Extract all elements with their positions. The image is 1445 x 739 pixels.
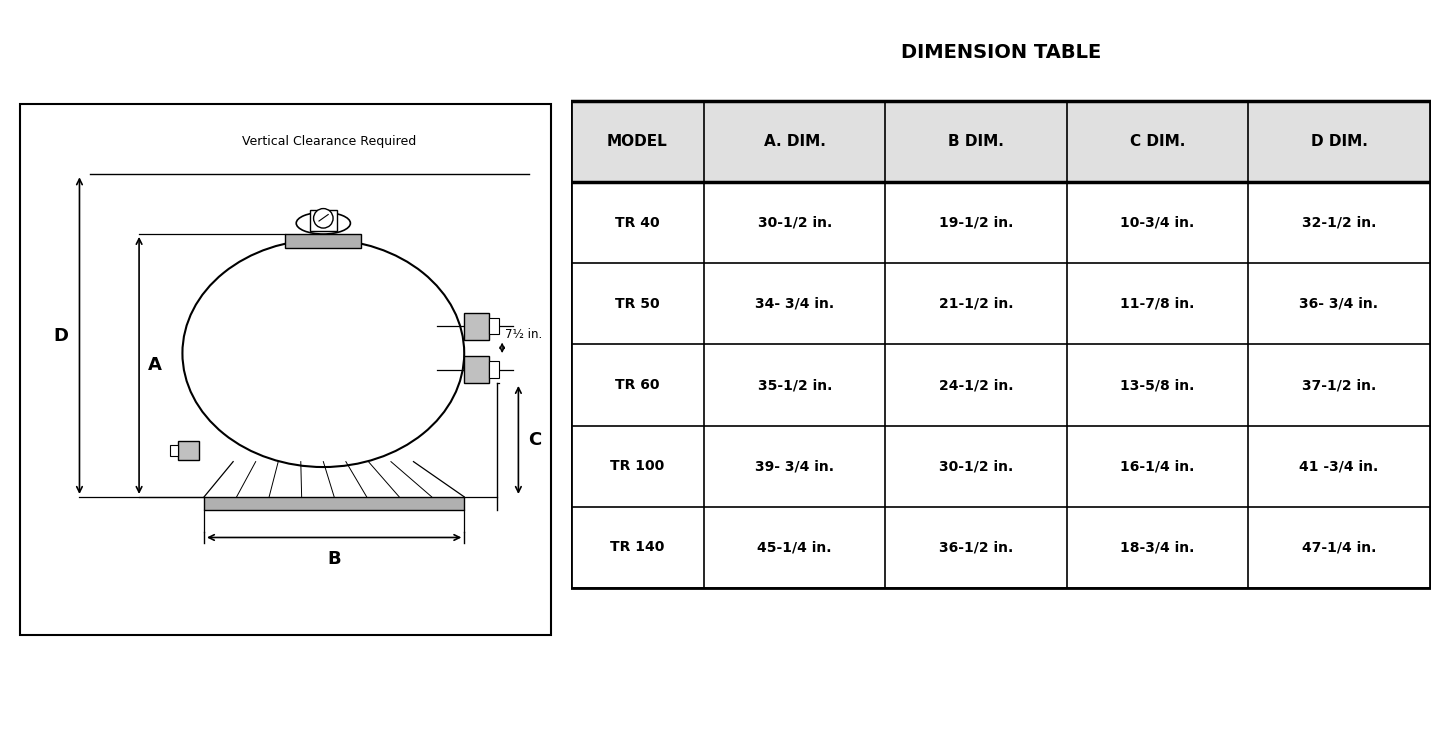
- Text: TR 100: TR 100: [610, 459, 665, 473]
- Text: C: C: [527, 431, 542, 449]
- Text: 32-1/2 in.: 32-1/2 in.: [1302, 216, 1376, 230]
- Text: 16-1/4 in.: 16-1/4 in.: [1120, 459, 1195, 473]
- Text: 18-3/4 in.: 18-3/4 in.: [1120, 540, 1195, 554]
- Bar: [571, 101, 1429, 588]
- Bar: [571, 101, 1429, 183]
- Text: A. DIM.: A. DIM.: [764, 134, 825, 149]
- Ellipse shape: [296, 212, 351, 234]
- Text: 36-1/2 in.: 36-1/2 in.: [939, 540, 1013, 554]
- Text: MODEL: MODEL: [607, 134, 668, 149]
- Bar: [309, 210, 337, 231]
- Text: 39- 3/4 in.: 39- 3/4 in.: [756, 459, 834, 473]
- Text: 30-1/2 in.: 30-1/2 in.: [757, 216, 832, 230]
- Text: 19-1/2 in.: 19-1/2 in.: [939, 216, 1013, 230]
- Ellipse shape: [182, 239, 464, 467]
- Text: 10-3/4 in.: 10-3/4 in.: [1120, 216, 1195, 230]
- Text: D: D: [53, 327, 68, 344]
- Text: 30-1/2 in.: 30-1/2 in.: [939, 459, 1013, 473]
- Text: C DIM.: C DIM.: [1130, 134, 1185, 149]
- Bar: [488, 318, 500, 334]
- Text: Vertical Clearance Required: Vertical Clearance Required: [241, 135, 416, 149]
- Text: TR 40: TR 40: [616, 216, 660, 230]
- Text: 24-1/2 in.: 24-1/2 in.: [939, 378, 1013, 392]
- Bar: [464, 313, 488, 340]
- Bar: [169, 446, 178, 456]
- Text: TR 50: TR 50: [616, 297, 660, 311]
- Text: DIMENSION TABLE: DIMENSION TABLE: [900, 43, 1101, 62]
- Text: TR 60: TR 60: [616, 378, 660, 392]
- Text: A: A: [149, 356, 162, 375]
- Text: 41 -3/4 in.: 41 -3/4 in.: [1299, 459, 1379, 473]
- Text: B DIM.: B DIM.: [948, 134, 1004, 149]
- Text: 35-1/2 in.: 35-1/2 in.: [757, 378, 832, 392]
- Text: 11-7/8 in.: 11-7/8 in.: [1120, 297, 1195, 311]
- Text: 36- 3/4 in.: 36- 3/4 in.: [1299, 297, 1379, 311]
- Text: TR 140: TR 140: [610, 540, 665, 554]
- Text: 13-5/8 in.: 13-5/8 in.: [1120, 378, 1195, 392]
- Text: 7½ in.: 7½ in.: [504, 328, 542, 341]
- Text: 37-1/2 in.: 37-1/2 in.: [1302, 378, 1376, 392]
- Text: 45-1/4 in.: 45-1/4 in.: [757, 540, 832, 554]
- Text: B: B: [328, 550, 341, 568]
- Bar: [464, 356, 488, 383]
- Bar: [178, 441, 199, 460]
- Circle shape: [314, 208, 334, 228]
- Bar: [488, 361, 500, 378]
- Text: 34- 3/4 in.: 34- 3/4 in.: [756, 297, 834, 311]
- Text: D DIM.: D DIM.: [1311, 134, 1367, 149]
- Bar: [285, 234, 361, 248]
- Bar: [204, 497, 464, 511]
- Text: 47-1/4 in.: 47-1/4 in.: [1302, 540, 1376, 554]
- Text: 21-1/2 in.: 21-1/2 in.: [939, 297, 1013, 311]
